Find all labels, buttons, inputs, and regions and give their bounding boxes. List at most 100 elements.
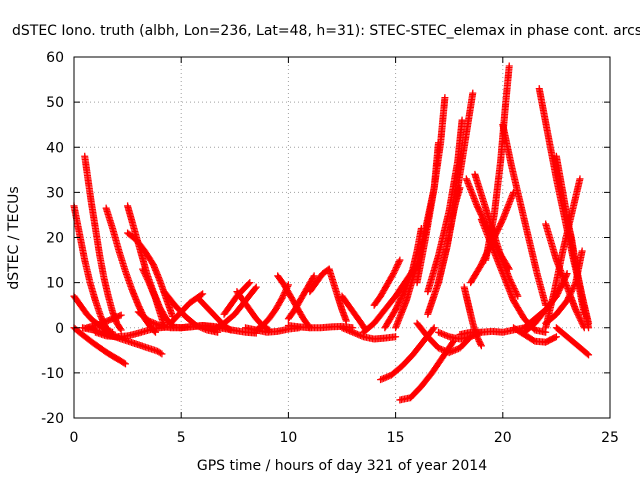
- data-point-marker: [392, 264, 400, 272]
- data-point-marker: [474, 334, 482, 342]
- y-axis-label: dSTEC / TECUs: [6, 186, 22, 289]
- data-point-marker: [565, 294, 573, 302]
- chart-title: dSTEC Iono. truth (albh, Lon=236, Lat=48…: [12, 23, 640, 39]
- series-arc28: [338, 324, 400, 343]
- data-point-marker: [571, 280, 579, 288]
- data-point-marker: [199, 290, 207, 298]
- data-point-marker: [227, 326, 235, 334]
- series-arc35: [413, 94, 449, 287]
- data-point-marker: [252, 283, 260, 291]
- series-arc39: [413, 319, 475, 357]
- data-point-marker: [573, 309, 581, 317]
- x-tick-label: 5: [177, 430, 186, 446]
- data-point-marker: [512, 289, 520, 297]
- y-tick-label: 30: [46, 185, 64, 201]
- series-arc47: [499, 121, 550, 309]
- data-point-marker: [567, 289, 575, 297]
- series-arc6: [83, 311, 125, 332]
- data-point-marker: [569, 285, 577, 293]
- data-point-marker: [576, 315, 584, 323]
- x-tick-label: 15: [387, 430, 405, 446]
- data-point-marker: [565, 292, 573, 300]
- data-point-marker: [251, 284, 259, 292]
- data-point-marker: [310, 272, 318, 280]
- data-point-marker: [117, 326, 125, 334]
- data-point-marker: [392, 265, 400, 273]
- x-tick-label: 0: [70, 430, 79, 446]
- data-point-marker: [458, 116, 466, 124]
- y-tick-label: -10: [41, 366, 64, 382]
- data-point-marker: [116, 325, 124, 333]
- series-arc1: [70, 324, 129, 368]
- y-tick-label: 10: [46, 276, 64, 292]
- series-arc49: [510, 324, 560, 346]
- series-arc23: [284, 321, 357, 332]
- data-point-marker: [514, 292, 522, 300]
- data-point-marker: [197, 291, 205, 299]
- data-point-marker: [475, 337, 483, 345]
- data-point-marker: [394, 259, 402, 267]
- series-arc26: [325, 265, 350, 325]
- plot-frame: [73, 56, 611, 419]
- data-point-marker: [393, 262, 401, 270]
- series-arc20: [242, 324, 303, 336]
- data-point-marker: [552, 333, 560, 341]
- data-point-marker: [139, 265, 147, 273]
- series-arc21: [252, 281, 292, 334]
- series-arc42: [456, 306, 550, 339]
- data-point-marker: [475, 336, 483, 344]
- data-point-marker: [309, 273, 317, 281]
- y-tick-label: 40: [46, 140, 64, 156]
- data-point-marker: [578, 247, 586, 255]
- data-point-marker: [142, 273, 150, 281]
- series-arc32: [396, 337, 457, 404]
- data-point-marker: [579, 321, 587, 329]
- y-tick-label: 20: [46, 231, 64, 247]
- data-point-marker: [576, 175, 584, 183]
- data-point-marker: [121, 360, 129, 368]
- data-point-marker: [390, 268, 398, 276]
- data-point-marker: [278, 294, 286, 302]
- y-tick-label: 0: [55, 321, 64, 337]
- data-point-marker: [140, 268, 148, 276]
- data-point-marker: [279, 293, 287, 301]
- data-point-marker: [580, 324, 588, 332]
- data-point-marker: [120, 359, 128, 367]
- data-point-marker: [577, 318, 585, 326]
- data-point-marker: [578, 319, 586, 327]
- data-point-marker: [580, 322, 588, 330]
- data-point-marker: [139, 267, 147, 275]
- data-point-marker: [585, 351, 593, 359]
- data-point-marker: [469, 89, 477, 97]
- data-point-marker: [575, 313, 583, 321]
- data-point-marker: [279, 291, 287, 299]
- data-point-marker: [568, 286, 576, 294]
- data-point-marker: [117, 311, 125, 319]
- data-point-marker: [566, 291, 574, 299]
- data-point-marker: [570, 283, 578, 291]
- data-point-marker: [141, 271, 149, 279]
- data-point-marker: [429, 325, 437, 333]
- data-point-marker: [394, 261, 402, 269]
- data-point-marker: [572, 306, 580, 314]
- series-arc41: [460, 283, 485, 350]
- data-point-marker: [156, 349, 164, 357]
- data-point-marker: [135, 303, 143, 311]
- data-point-marker: [572, 307, 580, 315]
- series-arc17: [209, 283, 260, 334]
- data-point-marker: [583, 350, 591, 358]
- data-point-marker: [391, 267, 399, 275]
- data-point-marker: [158, 350, 166, 358]
- data-point-marker: [564, 295, 572, 303]
- series-arc48: [477, 215, 550, 336]
- data-points: [70, 62, 593, 404]
- data-point-marker: [567, 288, 575, 296]
- data-point-marker: [585, 319, 593, 327]
- series-arc57: [542, 247, 586, 327]
- x-tick-label: 10: [279, 430, 297, 446]
- x-tick-label: 20: [494, 430, 512, 446]
- series-arc11: [139, 265, 168, 329]
- data-point-marker: [144, 276, 152, 284]
- x-tick-label: 25: [601, 430, 619, 446]
